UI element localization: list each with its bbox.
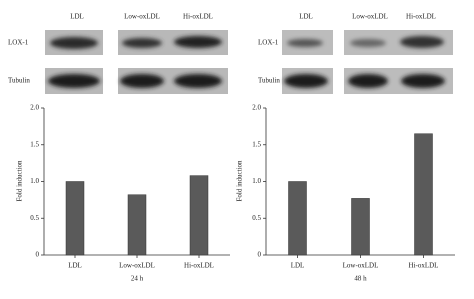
band	[287, 39, 323, 47]
lane-label: Hi-oxLDL	[406, 13, 436, 21]
row-label: Tubulin	[8, 77, 30, 85]
y-axis-label: Fold induction	[16, 160, 24, 202]
row-label: Tubulin	[258, 77, 280, 85]
y-tick-label: 0	[258, 251, 262, 259]
band	[122, 38, 162, 48]
lane-label: LDL	[70, 13, 84, 21]
bar	[414, 133, 433, 256]
row-label: LOX-1	[258, 39, 279, 47]
x-tick-label: Hi-oxLDL	[184, 262, 214, 270]
row-label: LOX-1	[8, 39, 29, 47]
x-tick-label: LDL	[291, 262, 305, 270]
band	[401, 74, 445, 88]
y-tick-label: 2.0	[252, 104, 261, 112]
x-tick-label: LDL	[68, 262, 82, 270]
blot-panel-left: LDL Low-oxLDL Hi-oxLDL LOX-1 Tubulin	[8, 13, 228, 94]
lane-label: Low-oxLDL	[352, 13, 388, 21]
blot-panel-right: LDL Low-oxLDL Hi-oxLDL LOX-1 Tubulin	[258, 13, 453, 94]
y-tick-label: 0	[36, 251, 40, 259]
lane-label: LDL	[299, 13, 313, 21]
y-tick-label: 2.0	[30, 104, 39, 112]
bar	[127, 194, 147, 256]
bar	[288, 181, 307, 256]
y-tick-label: 1.5	[252, 140, 261, 148]
band	[400, 36, 444, 48]
bar	[189, 175, 209, 256]
band	[120, 74, 164, 88]
band	[350, 39, 386, 47]
band	[50, 37, 98, 49]
band	[174, 36, 222, 48]
y-tick-label: 1.0	[30, 177, 39, 185]
x-axis-label: 48 h	[354, 275, 367, 283]
band	[48, 74, 100, 88]
bar	[351, 198, 370, 256]
x-tick-label: Hi-oxLDL	[409, 262, 439, 270]
lane-label: Low-oxLDL	[124, 13, 160, 21]
y-tick-label: 0.5	[30, 214, 39, 222]
x-axis-label: 24 h	[131, 275, 144, 283]
bar	[65, 181, 85, 256]
y-tick-label: 1.0	[252, 177, 261, 185]
lane-label: Hi-oxLDL	[183, 13, 213, 21]
y-axis-label: Fold induction	[236, 160, 244, 202]
y-tick-label: 1.5	[30, 140, 39, 148]
band	[174, 74, 222, 88]
y-tick-label: 0.5	[252, 214, 261, 222]
x-tick-label: Low-oxLDL	[343, 262, 379, 270]
band	[284, 74, 328, 88]
x-tick-label: Low-oxLDL	[119, 262, 155, 270]
band	[348, 74, 388, 88]
